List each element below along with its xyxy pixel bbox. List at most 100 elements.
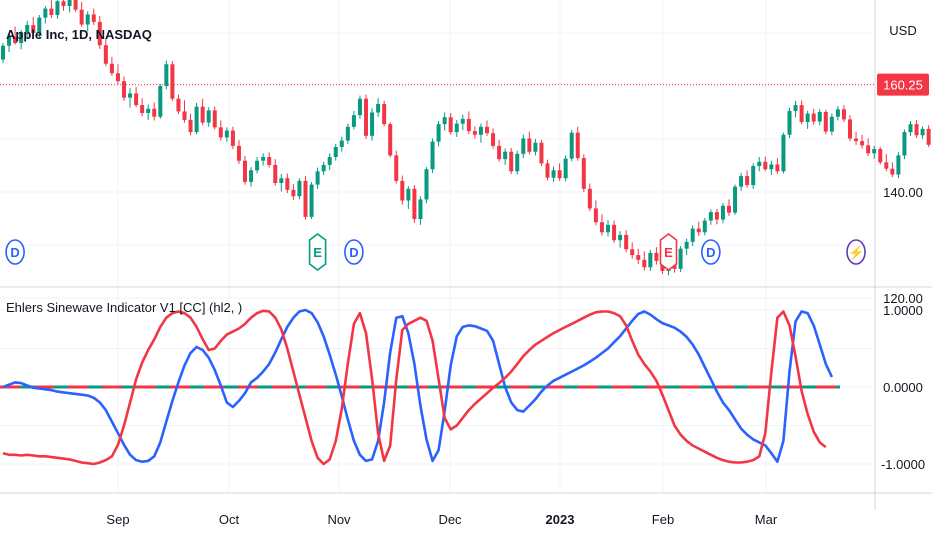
candle[interactable] [606, 220, 610, 237]
event-marker-split[interactable]: ⚡ [846, 239, 866, 265]
lead-sinewave-line[interactable] [2, 309, 827, 466]
candle[interactable] [642, 251, 647, 271]
candle[interactable] [357, 95, 362, 119]
candle-body[interactable] [79, 9, 84, 25]
candle-body[interactable] [442, 117, 447, 125]
candle[interactable] [751, 163, 756, 189]
candle-body[interactable] [835, 109, 840, 117]
candle[interactable] [587, 183, 592, 212]
candle[interactable] [823, 109, 828, 135]
candle-body[interactable] [333, 146, 338, 158]
candle-body[interactable] [926, 128, 931, 145]
candle-body[interactable] [115, 73, 120, 82]
candle-body[interactable] [745, 176, 750, 186]
candle[interactable] [170, 61, 175, 101]
candle-body[interactable] [267, 157, 272, 165]
candle[interactable] [763, 156, 768, 172]
sinewave-line[interactable] [2, 308, 834, 464]
candle[interactable] [817, 109, 822, 126]
candle[interactable] [115, 64, 120, 85]
candle[interactable] [188, 113, 193, 136]
candle-body[interactable] [854, 138, 859, 142]
candle-body[interactable] [412, 188, 417, 220]
candle-body[interactable] [255, 160, 260, 171]
candle[interactable] [158, 83, 163, 119]
candle-body[interactable] [170, 64, 175, 99]
candle[interactable] [472, 126, 477, 139]
candle-body[interactable] [103, 45, 108, 64]
candle-body[interactable] [702, 220, 707, 233]
candle-body[interactable] [279, 178, 284, 183]
candle-body[interactable] [400, 180, 405, 201]
candle-body[interactable] [339, 140, 344, 147]
candle-body[interactable] [485, 126, 489, 134]
candle[interactable] [497, 140, 502, 162]
candle-body[interactable] [769, 164, 774, 170]
candle-body[interactable] [606, 224, 610, 233]
candle-body[interactable] [370, 112, 375, 136]
candle-body[interactable] [37, 17, 42, 33]
candle-body[interactable] [164, 64, 169, 86]
candle-body[interactable] [285, 178, 290, 190]
candle-body[interactable] [436, 124, 441, 142]
candle[interactable] [545, 159, 550, 181]
candle-body[interactable] [218, 127, 223, 138]
candle-body[interactable] [618, 234, 623, 241]
candle-body[interactable] [388, 124, 393, 156]
candle-body[interactable] [587, 188, 592, 209]
candle[interactable] [291, 184, 296, 200]
candle[interactable] [176, 94, 181, 115]
candle[interactable] [533, 139, 538, 156]
candle[interactable] [872, 145, 877, 159]
candle[interactable] [85, 11, 90, 32]
candle-body[interactable] [424, 169, 429, 200]
candle[interactable] [370, 108, 375, 141]
candle[interactable] [884, 153, 889, 172]
candle-body[interactable] [418, 199, 423, 220]
candle[interactable] [690, 225, 695, 247]
candle-body[interactable] [345, 126, 350, 141]
candle[interactable] [702, 217, 707, 236]
candle-body[interactable] [406, 188, 411, 201]
candle-body[interactable] [678, 248, 683, 269]
candles-layer[interactable] [0, 0, 932, 276]
candle-body[interactable] [55, 1, 60, 15]
candle-body[interactable] [212, 110, 217, 128]
candle-body[interactable] [533, 142, 538, 152]
candle-body[interactable] [152, 108, 157, 117]
candle-body[interactable] [182, 111, 187, 120]
candle[interactable] [364, 94, 368, 139]
candle-body[interactable] [73, 0, 78, 10]
candle[interactable] [382, 100, 387, 127]
candle[interactable] [460, 114, 465, 130]
candle[interactable] [902, 129, 907, 160]
candle[interactable] [781, 132, 786, 174]
candle-body[interactable] [49, 8, 54, 15]
candle-body[interactable] [327, 157, 332, 165]
candle-body[interactable] [466, 118, 471, 132]
candle[interactable] [218, 120, 223, 141]
candle[interactable] [424, 167, 429, 204]
candle[interactable] [261, 153, 266, 166]
candle[interactable] [418, 196, 423, 225]
candle-body[interactable] [551, 170, 556, 178]
candle-body[interactable] [315, 171, 320, 185]
candle-body[interactable] [376, 104, 381, 113]
candle[interactable] [134, 87, 139, 108]
candle[interactable] [55, 0, 60, 19]
last-price-badge[interactable] [877, 73, 929, 96]
candle-body[interactable] [624, 234, 629, 250]
candle-body[interactable] [146, 108, 151, 114]
candle[interactable] [25, 20, 30, 38]
candle[interactable] [563, 155, 568, 182]
candle[interactable] [654, 247, 659, 265]
candle-body[interactable] [757, 161, 762, 167]
candle[interactable] [243, 155, 247, 185]
candle-body[interactable] [61, 1, 66, 6]
candle[interactable] [569, 129, 574, 162]
candle-body[interactable] [194, 106, 199, 133]
candle-body[interactable] [581, 158, 586, 189]
candle-body[interactable] [872, 149, 877, 154]
candle-body[interactable] [799, 105, 804, 123]
candle[interactable] [630, 242, 635, 259]
